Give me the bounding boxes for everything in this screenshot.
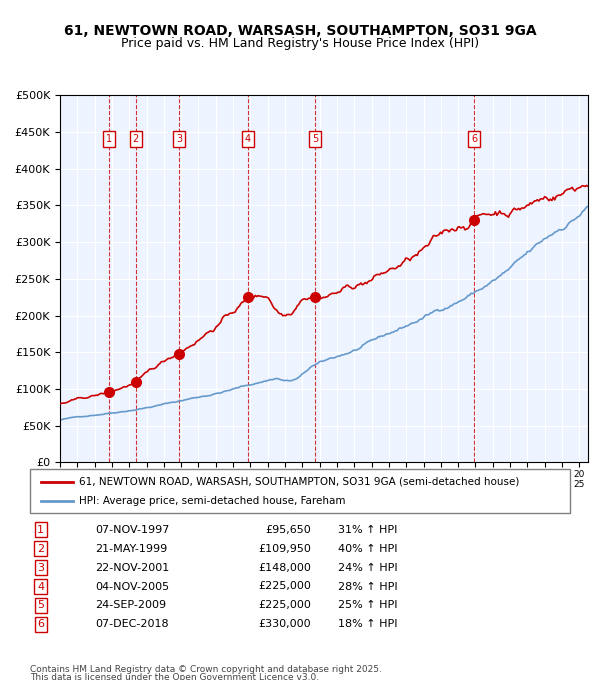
Text: £225,000: £225,000 — [258, 581, 311, 592]
FancyBboxPatch shape — [30, 469, 570, 513]
Text: 18% ↑ HPI: 18% ↑ HPI — [338, 619, 397, 630]
Text: 1: 1 — [37, 525, 44, 534]
Text: Price paid vs. HM Land Registry's House Price Index (HPI): Price paid vs. HM Land Registry's House … — [121, 37, 479, 50]
Text: 5: 5 — [312, 134, 318, 144]
Text: £109,950: £109,950 — [258, 543, 311, 554]
Text: 07-NOV-1997: 07-NOV-1997 — [95, 525, 169, 534]
Text: 5: 5 — [37, 600, 44, 611]
Text: HPI: Average price, semi-detached house, Fareham: HPI: Average price, semi-detached house,… — [79, 496, 345, 506]
Text: 24-SEP-2009: 24-SEP-2009 — [95, 600, 166, 611]
Text: This data is licensed under the Open Government Licence v3.0.: This data is licensed under the Open Gov… — [30, 673, 319, 680]
Text: 28% ↑ HPI: 28% ↑ HPI — [338, 581, 397, 592]
Text: £95,650: £95,650 — [265, 525, 311, 534]
Text: 25% ↑ HPI: 25% ↑ HPI — [338, 600, 397, 611]
Text: 2: 2 — [133, 134, 139, 144]
Text: 31% ↑ HPI: 31% ↑ HPI — [338, 525, 397, 534]
Text: 3: 3 — [176, 134, 182, 144]
Text: 22-NOV-2001: 22-NOV-2001 — [95, 562, 169, 573]
Text: Contains HM Land Registry data © Crown copyright and database right 2025.: Contains HM Land Registry data © Crown c… — [30, 665, 382, 674]
Text: 07-DEC-2018: 07-DEC-2018 — [95, 619, 169, 630]
Text: 4: 4 — [37, 581, 44, 592]
Text: 1: 1 — [106, 134, 112, 144]
Text: 40% ↑ HPI: 40% ↑ HPI — [338, 543, 397, 554]
Text: 6: 6 — [37, 619, 44, 630]
Text: 6: 6 — [471, 134, 478, 144]
Text: 21-MAY-1999: 21-MAY-1999 — [95, 543, 167, 554]
Text: 61, NEWTOWN ROAD, WARSASH, SOUTHAMPTON, SO31 9GA (semi-detached house): 61, NEWTOWN ROAD, WARSASH, SOUTHAMPTON, … — [79, 477, 519, 487]
Text: 04-NOV-2005: 04-NOV-2005 — [95, 581, 169, 592]
Text: 2: 2 — [37, 543, 44, 554]
Text: 61, NEWTOWN ROAD, WARSASH, SOUTHAMPTON, SO31 9GA: 61, NEWTOWN ROAD, WARSASH, SOUTHAMPTON, … — [64, 24, 536, 38]
Text: £225,000: £225,000 — [258, 600, 311, 611]
Text: 24% ↑ HPI: 24% ↑ HPI — [338, 562, 397, 573]
Text: 4: 4 — [245, 134, 251, 144]
Text: £148,000: £148,000 — [258, 562, 311, 573]
Text: 3: 3 — [37, 562, 44, 573]
Text: £330,000: £330,000 — [258, 619, 311, 630]
